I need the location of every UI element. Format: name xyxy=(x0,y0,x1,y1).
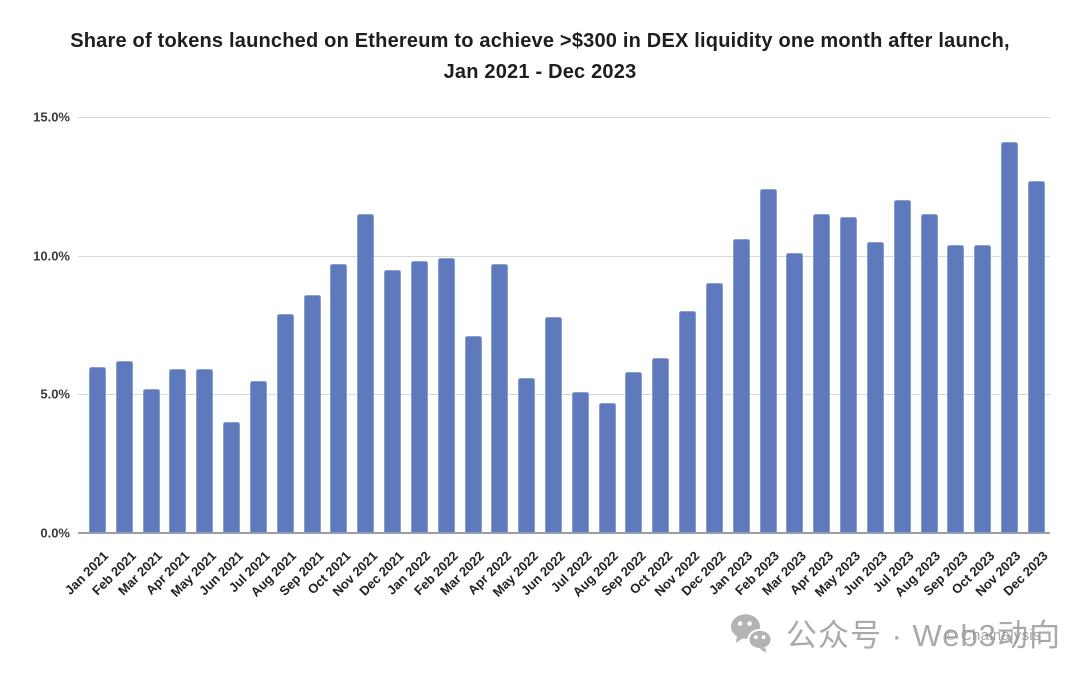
bar-apr-2021 xyxy=(169,369,187,533)
bar-jan-2021 xyxy=(88,366,106,533)
bar-slot xyxy=(808,117,835,533)
bar-aug-2021 xyxy=(276,313,294,533)
bar-jan-2022 xyxy=(410,261,428,533)
bar-slot xyxy=(943,117,970,533)
bar-feb-2022 xyxy=(437,258,455,533)
bar-slot xyxy=(164,117,191,533)
bar-slot xyxy=(996,117,1023,533)
bar-slot xyxy=(728,117,755,533)
bar-jan-2023 xyxy=(732,239,750,533)
bar-slot xyxy=(191,117,218,533)
chart-title-line1: Share of tokens launched on Ethereum to … xyxy=(70,30,1010,52)
bar-mar-2022 xyxy=(464,336,482,533)
bar-slot xyxy=(540,117,567,533)
y-axis-tick-label: 10.0% xyxy=(33,248,70,264)
y-axis-tick-label: 15.0% xyxy=(33,109,70,125)
bar-dec-2022 xyxy=(705,283,723,533)
bar-slot xyxy=(486,117,513,533)
bar-slot xyxy=(647,117,674,533)
y-axis-tick-label: 5.0% xyxy=(40,386,70,402)
bar-slot xyxy=(513,117,540,533)
bar-slot xyxy=(433,117,460,533)
bar-slot xyxy=(701,117,728,533)
bar-jun-2023 xyxy=(866,241,884,533)
bar-dec-2021 xyxy=(384,269,402,533)
bar-jul-2022 xyxy=(571,391,589,533)
bar-may-2022 xyxy=(518,377,536,533)
bar-aug-2023 xyxy=(920,214,938,533)
bar-slot xyxy=(325,117,352,533)
bar-slot xyxy=(406,117,433,533)
gridline xyxy=(78,117,1050,118)
bar-slot xyxy=(299,117,326,533)
bar-slot xyxy=(969,117,996,533)
chainalysis-watermark: © Chainalysis xyxy=(945,627,1041,644)
bar-jul-2023 xyxy=(893,200,911,533)
x-label-slot: Dec 2023 xyxy=(1000,537,1050,607)
bar-feb-2021 xyxy=(115,361,133,533)
gridline xyxy=(78,394,1050,395)
bar-may-2021 xyxy=(196,369,214,533)
bar-nov-2022 xyxy=(679,311,697,533)
bar-jun-2022 xyxy=(544,316,562,533)
bar-oct-2021 xyxy=(330,264,348,533)
bar-slot xyxy=(245,117,272,533)
bar-slot xyxy=(782,117,809,533)
bar-slot xyxy=(218,117,245,533)
bar-sep-2021 xyxy=(303,294,321,533)
bar-dec-2023 xyxy=(1027,180,1045,533)
bar-slot xyxy=(84,117,111,533)
y-axis-tick-label: 0.0% xyxy=(40,525,70,541)
bar-nov-2021 xyxy=(357,214,375,533)
footer: 公众号 · Web3动向 xyxy=(729,610,1061,655)
bar-slot xyxy=(889,117,916,533)
footer-wechat-label: 公众号 · Web3动向 xyxy=(786,618,1061,653)
bar-sep-2023 xyxy=(947,244,965,533)
bar-mar-2023 xyxy=(786,252,804,533)
bar-slot xyxy=(835,117,862,533)
chart-title-line2: Jan 2021 - Dec 2023 xyxy=(443,61,637,83)
x-axis-line xyxy=(78,532,1050,534)
bar-jul-2021 xyxy=(249,380,267,533)
x-axis-labels: Jan 2021 Feb 2021 Mar 2021 Apr 2021 May 2021… xyxy=(62,537,1050,607)
gridline xyxy=(78,256,1050,257)
bar-jun-2021 xyxy=(223,422,241,533)
bar-slot xyxy=(352,117,379,533)
bar-slot xyxy=(1023,117,1050,533)
bar-slot xyxy=(755,117,782,533)
bar-series xyxy=(84,117,1050,533)
bar-slot xyxy=(111,117,138,533)
bar-slot xyxy=(594,117,621,533)
bar-slot xyxy=(862,117,889,533)
bar-nov-2023 xyxy=(1001,142,1019,533)
bar-apr-2022 xyxy=(491,264,509,533)
bar-slot xyxy=(460,117,487,533)
bar-mar-2021 xyxy=(142,388,160,533)
bar-slot xyxy=(567,117,594,533)
bar-feb-2023 xyxy=(759,189,777,533)
bar-sep-2022 xyxy=(625,372,643,533)
bar-slot xyxy=(272,117,299,533)
bar-apr-2023 xyxy=(813,214,831,533)
wechat-icon xyxy=(731,613,773,653)
bar-slot xyxy=(674,117,701,533)
bar-may-2023 xyxy=(840,216,858,533)
bar-aug-2022 xyxy=(598,402,616,533)
bar-oct-2022 xyxy=(652,358,670,533)
bar-slot xyxy=(138,117,165,533)
plot-area xyxy=(78,117,1050,534)
chart-title: Share of tokens launched on Ethereum to … xyxy=(0,26,1080,88)
bar-oct-2023 xyxy=(974,244,992,533)
bar-slot xyxy=(916,117,943,533)
bar-slot xyxy=(379,117,406,533)
bar-slot xyxy=(621,117,648,533)
